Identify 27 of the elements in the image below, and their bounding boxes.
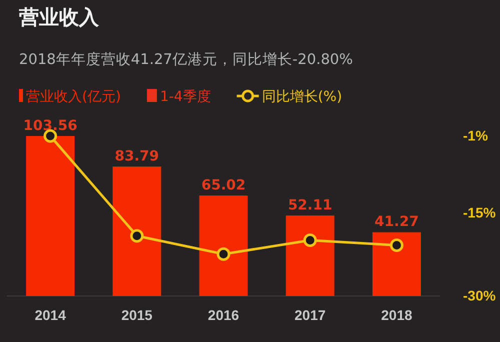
bar	[112, 166, 162, 296]
x-tick-label: 2017	[294, 306, 326, 323]
data-label: 52.11	[288, 197, 332, 214]
legend-label: 同比增长(%)	[262, 89, 342, 105]
point	[216, 247, 230, 261]
x-tick-label: 2016	[208, 306, 240, 323]
data-label: 103.56	[23, 118, 78, 134]
chart-subtitle: 2018年年度营收41.27亿港元，同比增长-20.80%	[19, 51, 353, 68]
y2-tick-label: -1%	[463, 127, 488, 144]
bar	[26, 136, 75, 296]
y2-tick-label: -30%	[463, 287, 496, 304]
x-tick-label: 2014	[34, 306, 66, 323]
y2-tick-label: -15%	[463, 204, 496, 221]
x-tick-label: 2015	[121, 306, 153, 323]
point	[130, 229, 144, 243]
x-tick-label: 2018	[381, 306, 412, 323]
legend-label: 营业收入(亿元)	[26, 89, 121, 105]
point	[390, 238, 404, 252]
bar	[372, 232, 421, 296]
chart-title: 营业收入	[18, 5, 100, 29]
legend-label: 1-4季度	[160, 89, 211, 105]
point	[303, 234, 317, 248]
data-label: 83.79	[114, 148, 160, 165]
bar	[286, 215, 334, 296]
bar	[199, 196, 248, 296]
data-label: 41.27	[374, 214, 419, 230]
data-label: 65.02	[201, 178, 246, 194]
